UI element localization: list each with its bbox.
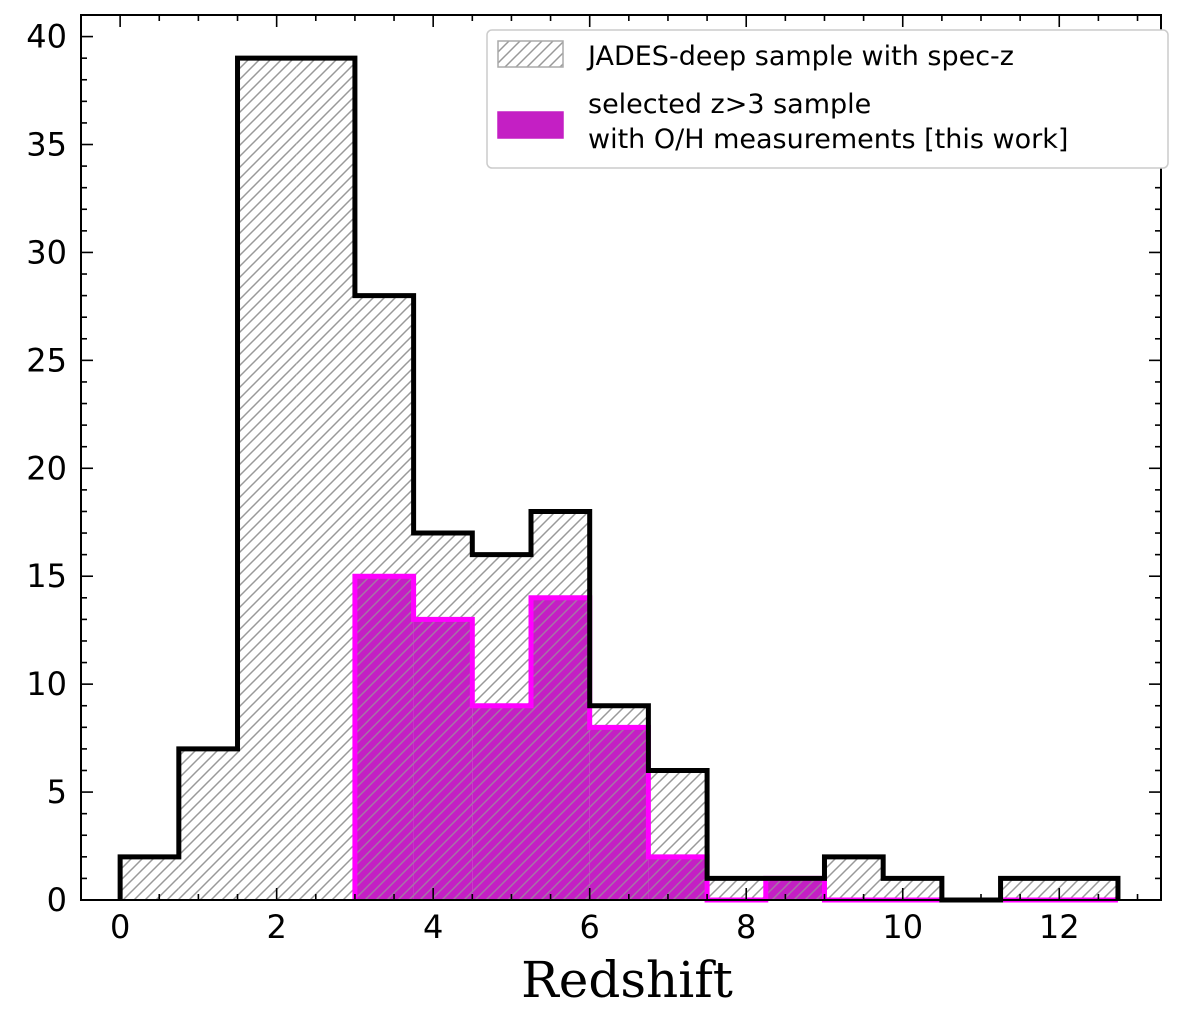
legend-swatch-selected xyxy=(497,111,564,139)
selected-bar-hatch xyxy=(413,619,473,900)
legend-label-selected-line1: selected z>3 sample xyxy=(588,89,871,120)
selected-bar-hatch xyxy=(472,705,531,900)
x-axis-title: Redshift xyxy=(521,951,733,1009)
jades-bar xyxy=(824,856,884,900)
selected-bar-hatch xyxy=(531,597,590,900)
selected-bar-hatch xyxy=(354,576,414,900)
y-tick-label: 5 xyxy=(47,773,67,811)
y-tick-label: 15 xyxy=(26,557,67,595)
plot-frame xyxy=(80,14,1162,901)
y-tick-label: 30 xyxy=(26,233,67,271)
jades-bar xyxy=(883,878,942,900)
y-tick-label: 10 xyxy=(26,665,67,703)
y-tick-label: 25 xyxy=(26,341,67,379)
legend-label-jades: JADES-deep sample with spec-z xyxy=(586,41,1014,72)
jades-outline xyxy=(117,55,1121,903)
jades-bar xyxy=(1059,878,1118,900)
y-tick-label: 35 xyxy=(26,126,67,164)
y-tick-label: 40 xyxy=(26,18,67,56)
selected-bar-hatch xyxy=(648,856,708,900)
legend-label-selected-line2: with O/H measurements [this work] xyxy=(588,124,1068,155)
x-tick-label: 10 xyxy=(882,908,923,946)
x-tick-label: 6 xyxy=(580,908,600,946)
x-tick-label: 0 xyxy=(110,908,130,946)
x-tick-label: 8 xyxy=(736,908,756,946)
jades-bar xyxy=(707,878,766,900)
x-tick-label: 12 xyxy=(1039,908,1080,946)
selected-bar-hatch xyxy=(765,878,825,900)
legend: JADES-deep sample with spec-z selected z… xyxy=(486,29,1169,169)
y-tick-label: 20 xyxy=(26,449,67,487)
jades-bar xyxy=(120,856,179,900)
legend-box xyxy=(486,29,1169,169)
legend-swatch-jades xyxy=(497,40,564,68)
selected-bar-hatch xyxy=(589,727,649,900)
jades-bar xyxy=(1000,878,1060,900)
jades-bar xyxy=(296,58,355,901)
y-tick-label: 0 xyxy=(47,881,67,919)
x-tick-label: 2 xyxy=(266,908,286,946)
x-tick-label: 4 xyxy=(423,908,443,946)
jades-bar xyxy=(237,58,297,901)
jades-bar xyxy=(178,748,238,900)
